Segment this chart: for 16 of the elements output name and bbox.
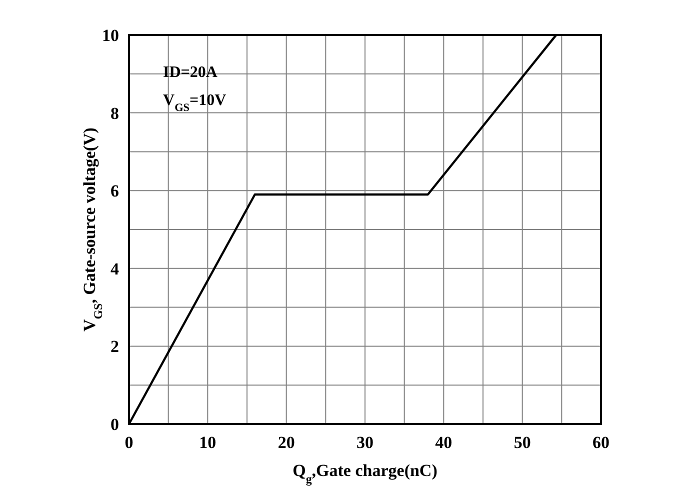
x-tick-label: 50 (514, 433, 531, 452)
x-tick-label: 60 (592, 433, 610, 452)
x-axis-title: Q$_{g}$,Gate charge(nC) (292, 461, 438, 486)
x-tick-label: 40 (435, 433, 452, 452)
x-tick-label: 30 (356, 433, 374, 452)
y-tick-label: 4 (110, 259, 120, 278)
x-tick-label: 0 (124, 433, 134, 452)
y-tick-label: 0 (110, 414, 119, 434)
annotation: ID=20A (163, 64, 218, 81)
y-tick-label: 10 (102, 26, 119, 45)
y-tick-label: 6 (110, 182, 119, 201)
y-tick-label: 8 (110, 104, 119, 123)
x-tick-label: 10 (199, 433, 216, 452)
annotation: V$_{GS}$=10V (163, 92, 227, 114)
y-tick-label: 2 (110, 337, 119, 356)
x-tick-label: 20 (278, 433, 295, 452)
